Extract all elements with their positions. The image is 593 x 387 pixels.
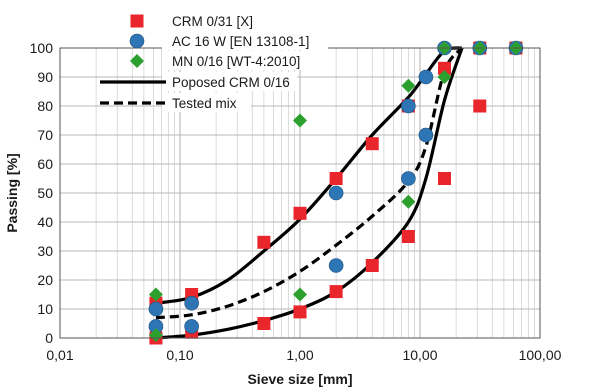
y-tick-label: 60 [37, 156, 53, 172]
mn-0-16-point [148, 287, 163, 302]
x-tick-label: 10,00 [402, 347, 437, 363]
x-axis-title: Sieve size [mm] [247, 371, 352, 387]
marker-layer [148, 40, 524, 345]
legend-label-background [162, 11, 267, 30]
x-tick-label: 1,00 [286, 347, 313, 363]
mn-0-16-point [293, 113, 307, 128]
y-tick-label: 30 [37, 243, 53, 259]
x-tick-label: 0,01 [46, 347, 73, 363]
legend-label: AC 16 W [EN 13108-1] [172, 34, 309, 49]
legend-label-background [162, 51, 321, 70]
mn-0-16-point [401, 194, 416, 209]
ac-16-w-point [184, 295, 199, 311]
legend-marker [130, 54, 144, 68]
legend-label: CRM 0/31 [X] [172, 14, 253, 29]
legend-label: Poposed CRM 0/16 [172, 75, 290, 90]
legend-label-background [162, 93, 251, 112]
crm-0-31-point [437, 61, 451, 75]
crm-0-31-point [401, 230, 415, 243]
y-tick-label: 10 [37, 301, 53, 317]
legend-label-background [162, 72, 298, 91]
legend-label: Tested mix [172, 96, 237, 111]
y-tick-label: 20 [37, 272, 53, 288]
ac-16-w-point [418, 127, 434, 143]
ac-16-w-point [401, 171, 416, 186]
tested-mix-curve [155, 46, 464, 320]
tick-labels: 0 10 20 30 40 50 60 70 80 90 100 0,01 0,10 1,00 10,00 1… [30, 40, 562, 363]
crm-0-31-point [293, 305, 307, 319]
mn-0-16-point [148, 328, 163, 343]
y-tick-label: 80 [37, 98, 53, 114]
legend-label: MN 0/16 [WT-4:2010] [172, 54, 300, 69]
crm-0-31-point [473, 99, 487, 113]
ac-16-w-point [328, 258, 344, 273]
crm-0-31-point [293, 206, 307, 220]
y-tick-label: 0 [45, 330, 53, 346]
legend-label-background [162, 31, 328, 50]
ac-16-w-point [184, 319, 199, 334]
crm-0-31-point [329, 285, 343, 299]
y-tick-label: 70 [37, 127, 53, 143]
ac-16-w-point [328, 185, 344, 201]
y-tick-label: 90 [37, 69, 53, 85]
ac-16-w-point [148, 301, 164, 317]
crm-0-31-point [437, 172, 451, 185]
y-tick-label: 50 [37, 185, 53, 201]
legend-marker [130, 14, 144, 28]
x-tick-label: 0,10 [166, 347, 193, 363]
ac-16-w-point [418, 69, 434, 85]
mn-0-16-point [401, 78, 416, 93]
crm-0-31-point [257, 317, 271, 330]
crm-0-31-point [365, 137, 379, 151]
x-tick-label: 100,00 [519, 347, 562, 363]
ac-16-w-point [401, 98, 416, 114]
y-tick-label: 40 [37, 214, 53, 230]
legend-marker [129, 33, 145, 49]
crm-0-31-point [257, 235, 271, 249]
y-tick-label: 100 [30, 40, 54, 56]
mn-0-16-point [293, 287, 307, 302]
crm-0-31-point [329, 172, 343, 185]
crm-0-31-point [365, 259, 379, 272]
y-axis-title: Passing [%] [4, 153, 20, 232]
legend: CRM 0/31 [X] AC 16 W [EN 13108-1] MN 0/16 … [100, 11, 328, 112]
mn-0-16-point [437, 70, 452, 84]
